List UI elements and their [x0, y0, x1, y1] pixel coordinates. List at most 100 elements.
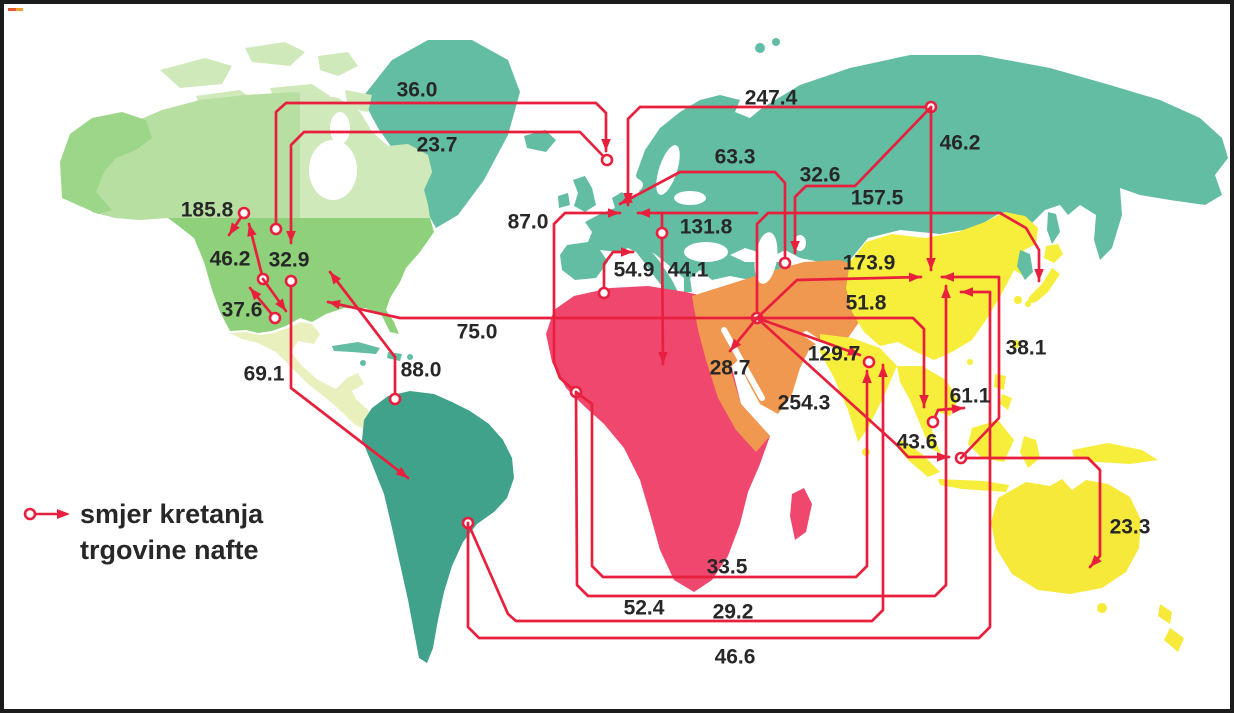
flow-ru-caucasus-line [793, 105, 933, 255]
flow-id-cn-arrowhead-icon [942, 272, 954, 282]
flow-mx-us-value: 37.6 [222, 299, 263, 322]
legend-origin-icon [23, 507, 37, 521]
flow-me-cn-arrowhead-icon [908, 272, 921, 283]
flow-me-us-arrowhead-icon [328, 299, 341, 310]
black-sea [684, 242, 728, 262]
flow-me-sea-value: 51.8 [846, 292, 887, 315]
flow-alg-eu-value: 54.9 [614, 259, 655, 282]
flow-ven-us-line [328, 270, 397, 401]
flow-waf-cn-arrowhead-icon [941, 286, 951, 298]
flow-ca-us-arrowhead-icon [229, 222, 240, 235]
flow-us-ca-arrowhead-icon [247, 224, 257, 237]
continent-south-america [362, 391, 514, 663]
continents-layer [60, 38, 1228, 663]
trade-flows-layer [227, 100, 1102, 640]
flow-na-eu-line [274, 101, 608, 231]
flow-me-in-arrowhead-icon [847, 346, 860, 356]
flow-caucasus-eu-line [618, 170, 787, 265]
flow-waf-cn-value: 52.4 [624, 597, 665, 620]
flow-br-cn-value: 46.6 [715, 646, 756, 669]
flow-eu-na-origin-marker [600, 153, 614, 167]
flow-me-id-arrowhead-icon [937, 452, 949, 462]
flow-ca-us-value: 185.8 [181, 199, 234, 222]
flow-mx-us-origin-marker [268, 311, 282, 325]
flow-na-eu-origin-marker [269, 222, 283, 236]
flow-labels-layer: 36.0 23.7 247.4 46.2 32.6 63.3 157.5 131.8 44.1 8… [181, 79, 1151, 669]
flow-br-cn-arrowhead-icon [961, 287, 973, 297]
flow-waf-in-value: 33.5 [707, 556, 748, 579]
flow-me-id-line [755, 316, 951, 459]
flow-br-in-arrowhead-icon [878, 365, 888, 377]
flow-br-cn-line [466, 290, 992, 640]
flow-mx-us-arrowhead-icon [250, 288, 262, 301]
legend-line-1: smjer kretanja [80, 499, 264, 529]
flow-ven-us-arrowhead-icon [330, 272, 342, 285]
flow-id-cn-value: 38.1 [1006, 337, 1047, 360]
flow-ven-us-origin-marker [388, 392, 402, 406]
flow-us-sa-origin-marker [284, 274, 298, 288]
flow-eu-na-arrowhead-icon [286, 231, 296, 243]
flow-eu-af-line [660, 238, 665, 366]
continent-eurasia [560, 55, 1228, 294]
red-sea [721, 327, 765, 401]
flow-caucasus-eu-value: 63.3 [715, 146, 756, 169]
flow-waf-eu-arrowhead-icon [608, 208, 620, 218]
flow-id-cn-line [940, 275, 1001, 460]
flow-me-af-arrowhead-icon [730, 338, 742, 351]
flow-my-ph-value: 61.1 [950, 385, 991, 408]
flow-alg-eu-origin-marker [597, 286, 611, 300]
continent-uk [573, 176, 596, 212]
flow-waf-in-line [574, 369, 869, 579]
flow-ru-caucasus-value: 32.6 [800, 164, 841, 187]
flow-me-jp-value: 157.5 [851, 187, 904, 210]
flow-ru-cn-arrowhead-icon [926, 258, 936, 270]
continent-china [846, 212, 1038, 360]
flow-us-sa-value: 69.1 [244, 363, 285, 386]
flow-caucasus-eu-origin-marker [778, 256, 792, 270]
baltic-gulf [674, 191, 706, 205]
flow-eu-na-line [289, 130, 609, 245]
legend-arrow-icon [57, 509, 70, 519]
flow-me-in-value: 129.7 [808, 343, 861, 366]
flow-me-cn-value: 173.9 [843, 252, 896, 275]
hudson-strait [330, 112, 350, 144]
flow-waf-eu-line [552, 211, 622, 394]
continent-new-zealand [1158, 604, 1184, 652]
flow-me-id-value: 254.3 [778, 392, 831, 415]
flow-ru-cn-value: 46.2 [940, 132, 981, 155]
continent-sakhalin [1047, 212, 1060, 244]
caribbean-islands [332, 342, 413, 366]
flow-me-us-value: 75.0 [457, 321, 498, 344]
flow-me-af-value: 28.7 [710, 357, 751, 380]
continent-alaska [60, 112, 152, 214]
flow-eu-na-value: 23.7 [417, 134, 458, 157]
skagerrak [617, 177, 643, 193]
flow-eu-af-arrowhead-icon [658, 351, 668, 364]
flow-us-sa-line [289, 279, 410, 480]
flow-waf-eu-value: 87.0 [508, 211, 549, 234]
flow-ru-eu-value: 247.4 [745, 87, 798, 110]
continent-southeast-asia [897, 366, 958, 454]
legend-line-2: trgovine nafte [80, 535, 259, 565]
flow-us-mx-arrowhead-icon [275, 298, 286, 311]
legend: smjer kretanja trgovine nafte [23, 499, 264, 565]
flow-ca-us-origin-marker [237, 206, 251, 220]
caspian-sea [754, 232, 778, 284]
flow-us-mx-value: 32.9 [269, 249, 310, 272]
flow-me-us-line [326, 300, 759, 320]
flow-caucasus-eu-arrowhead-icon [620, 194, 633, 204]
flow-me-eu-arrowhead-icon [638, 208, 650, 218]
flow-ru-caucasus-arrowhead-icon [790, 241, 800, 253]
flow-id-au-arrowhead-icon [1090, 554, 1102, 567]
flow-ru-eu-line [626, 105, 933, 207]
continent-korea [1017, 250, 1033, 280]
continent-greenland [362, 40, 520, 228]
corner-dash [8, 8, 23, 11]
flow-waf-cn-line [574, 284, 948, 598]
continent-india [820, 334, 897, 442]
flow-northsea-value: 131.8 [680, 216, 733, 239]
india-hub-marker [862, 355, 876, 369]
continent-iceland [524, 130, 556, 152]
